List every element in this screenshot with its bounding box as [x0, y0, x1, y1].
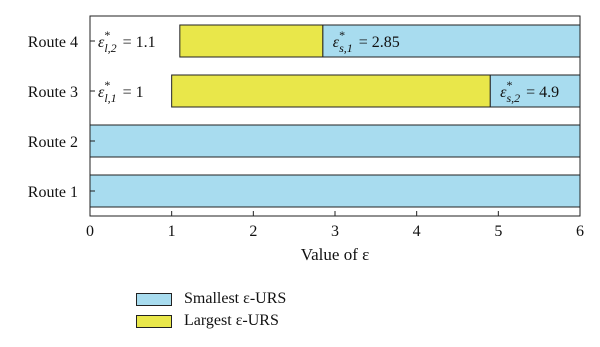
legend-label-largest: Largest ε-URS: [184, 312, 279, 329]
annotations-layer: ε* l,1 = 1 ε* s,2 = 4.9 ε* l,2 = 1.1 ε* s,1 = 2.85: [98, 28, 559, 105]
bar-smallest-route-3: [489, 74, 581, 108]
bar-smallest-route-2: [89, 124, 581, 158]
bar-largest-route-3: [171, 74, 491, 108]
x-axis-label: Value of ε: [301, 245, 370, 264]
legend: Smallest ε-URS Largest ε-URS: [136, 288, 286, 332]
bar-smallest-route-4: [322, 24, 581, 58]
category-labels-layer: Route 1 Route 2 Route 3 Route 4: [28, 34, 95, 201]
annotation-label: ε* l,1 = 1: [98, 78, 144, 105]
x-tick-label: 3: [331, 223, 339, 240]
x-tick-label: 5: [494, 223, 502, 240]
x-tick-label: 2: [249, 223, 257, 240]
legend-swatch-largest: [136, 314, 172, 328]
legend-label-smallest: Smallest ε-URS: [184, 290, 287, 307]
bars-layer: [89, 24, 581, 208]
annotation-label: ε* s,1 = 2.85: [333, 28, 400, 55]
annotation-label: ε* s,2 = 4.9: [500, 78, 559, 105]
category-label: Route 2: [28, 134, 78, 151]
x-tick-label: 1: [168, 223, 176, 240]
annotation-label: ε* l,2 = 1.1: [98, 28, 156, 55]
bar-largest-route-4: [179, 24, 324, 58]
x-tick-label: 6: [576, 223, 584, 240]
legend-swatch-smallest: [136, 292, 172, 306]
x-tick-label: 4: [413, 223, 421, 240]
x-tick-label: 0: [86, 223, 94, 240]
bar-smallest-route-1: [89, 174, 581, 208]
category-label: Route 3: [28, 84, 78, 101]
category-label: Route 1: [28, 184, 78, 201]
category-label: Route 4: [28, 34, 78, 51]
x-ticks-layer: 0 1 2 3 4 5 6: [86, 211, 584, 240]
legend-item-smallest: Smallest ε-URS: [136, 288, 286, 310]
legend-item-largest: Largest ε-URS: [136, 310, 286, 332]
